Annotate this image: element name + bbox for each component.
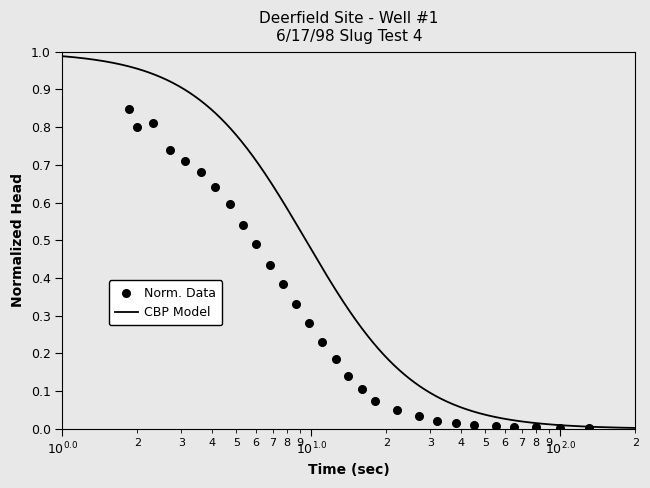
Norm. Data — [491, 422, 501, 430]
Norm. Data — [148, 119, 158, 126]
Norm. Data — [225, 201, 235, 208]
Norm. Data — [124, 105, 134, 113]
Norm. Data — [317, 338, 327, 346]
Norm. Data — [508, 423, 519, 430]
CBP Model — [631, 425, 639, 431]
Norm. Data — [450, 419, 461, 427]
Norm. Data — [555, 424, 566, 432]
Norm. Data — [413, 412, 424, 420]
Norm. Data — [278, 280, 289, 287]
Norm. Data — [343, 372, 353, 380]
Norm. Data — [251, 240, 261, 248]
Norm. Data — [164, 146, 175, 154]
Norm. Data — [370, 397, 380, 405]
Norm. Data — [357, 386, 367, 393]
Norm. Data — [238, 221, 248, 229]
X-axis label: Time (sec): Time (sec) — [308, 463, 390, 477]
CBP Model — [58, 53, 66, 59]
Title: Deerfield Site - Well #1
6/17/98 Slug Test 4: Deerfield Site - Well #1 6/17/98 Slug Te… — [259, 11, 439, 43]
Norm. Data — [196, 168, 206, 176]
CBP Model — [311, 252, 318, 258]
Norm. Data — [391, 406, 402, 414]
Norm. Data — [531, 424, 541, 431]
Norm. Data — [265, 261, 275, 269]
CBP Model — [117, 61, 125, 67]
Norm. Data — [132, 123, 142, 131]
CBP Model — [505, 417, 513, 423]
Norm. Data — [469, 421, 479, 429]
CBP Model — [291, 217, 298, 223]
Norm. Data — [584, 424, 594, 432]
Norm. Data — [210, 183, 220, 191]
Norm. Data — [304, 319, 315, 327]
Norm. Data — [432, 417, 443, 425]
Line: CBP Model: CBP Model — [62, 56, 635, 428]
CBP Model — [452, 403, 460, 408]
Norm. Data — [330, 355, 341, 363]
Legend: Norm. Data, CBP Model: Norm. Data, CBP Model — [109, 281, 222, 325]
Norm. Data — [179, 157, 190, 165]
CBP Model — [515, 418, 523, 424]
Y-axis label: Normalized Head: Normalized Head — [11, 173, 25, 307]
Norm. Data — [291, 301, 302, 308]
